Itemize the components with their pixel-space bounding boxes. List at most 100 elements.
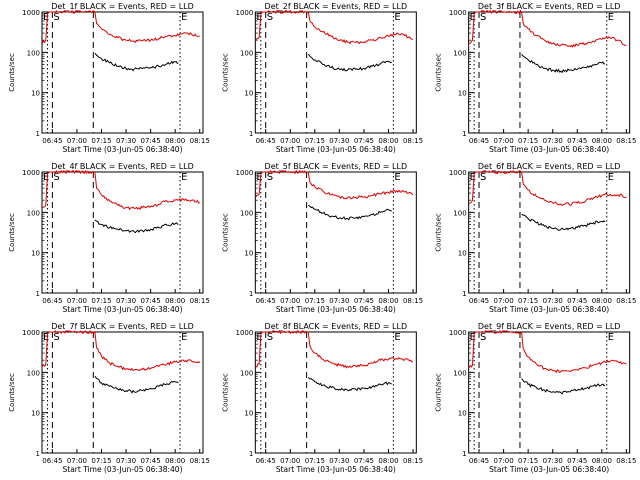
- x-tick-label: 07:30: [116, 297, 136, 305]
- y-tick-label: 10: [31, 250, 40, 258]
- x-axis-label: Start Time (03-Jun-05 06:38:40): [63, 465, 183, 474]
- y-axis-label: Counts/sec: [435, 53, 443, 92]
- event-marker-label: E: [181, 172, 187, 183]
- y-tick-label: 10: [244, 250, 253, 258]
- y-tick-label: 100: [27, 209, 40, 217]
- plot-frame: [254, 331, 417, 454]
- panel-det-4f: Det_4f BLACK = Events, RED = LLD 1 10 100 10…: [8, 162, 210, 314]
- series-events-line: [94, 52, 179, 72]
- event-marker-label: E: [394, 332, 400, 343]
- x-tick-label: 08:00: [165, 137, 185, 145]
- series-events-line: [307, 204, 392, 221]
- event-marker-label: E: [608, 332, 614, 343]
- panel-det-2f: Det_2f BLACK = Events, RED = LLD 1 10 100 10…: [221, 2, 423, 154]
- event-marker-label: S: [267, 172, 273, 183]
- x-tick-label: 08:00: [165, 457, 185, 465]
- event-marker-label: E: [394, 172, 400, 183]
- x-tick-label: 06:45: [42, 457, 62, 465]
- y-tick-label: 1: [462, 290, 466, 298]
- series-events-line: [94, 375, 179, 394]
- event-marker-label: E: [181, 12, 187, 23]
- x-tick-label: 07:15: [518, 457, 538, 465]
- series-events-line: [521, 213, 606, 231]
- series-events-line: [307, 377, 392, 392]
- x-tick-label: 06:45: [256, 297, 276, 305]
- x-tick-label: 07:15: [91, 297, 111, 305]
- event-marker-label: S: [267, 12, 273, 23]
- x-tick-label: 08:00: [378, 457, 398, 465]
- panel-det-5f: Det_5f BLACK = Events, RED = LLD 1 10 100 10…: [221, 162, 423, 314]
- x-tick-label: 08:15: [616, 137, 636, 145]
- series-lld-line: [255, 169, 414, 200]
- y-tick-label: 1000: [236, 329, 254, 337]
- y-tick-label: 10: [244, 90, 253, 98]
- x-tick-label: 07:30: [543, 457, 563, 465]
- y-tick-label: 1000: [236, 9, 254, 17]
- event-marker-label: E: [470, 332, 476, 343]
- event-marker-label: E: [470, 172, 476, 183]
- x-tick-label: 08:15: [403, 137, 423, 145]
- x-tick-label: 07:45: [354, 457, 374, 465]
- y-tick-label: 100: [27, 49, 40, 57]
- x-tick-label: 07:45: [141, 137, 161, 145]
- panel-det-9f: Det_9f BLACK = Events, RED = LLD 1 10 100 10…: [435, 322, 637, 474]
- event-marker-label: E: [43, 12, 49, 23]
- event-marker-label: S: [480, 172, 486, 183]
- x-axis-label: Start Time (03-Jun-05 06:38:40): [489, 145, 609, 154]
- x-tick-label: 07:00: [280, 137, 300, 145]
- event-marker-label: S: [53, 12, 59, 23]
- panel-det-8f: Det_8f BLACK = Events, RED = LLD 1 10 100 10…: [221, 322, 423, 474]
- x-tick-label: 08:00: [592, 137, 612, 145]
- x-axis-label: Start Time (03-Jun-05 06:38:40): [63, 305, 183, 314]
- y-tick-label: 1: [249, 290, 253, 298]
- event-marker-label: S: [53, 172, 59, 183]
- x-tick-label: 08:00: [378, 297, 398, 305]
- y-axis-label: Counts/sec: [221, 213, 229, 252]
- x-tick-label: 07:00: [280, 297, 300, 305]
- x-tick-label: 08:15: [190, 297, 210, 305]
- y-tick-label: 1000: [22, 9, 40, 17]
- series-lld-line: [468, 329, 627, 374]
- panel-det-3f: Det_3f BLACK = Events, RED = LLD 1 10 100 10…: [435, 2, 637, 154]
- y-tick-label: 1000: [22, 329, 40, 337]
- x-tick-label: 07:45: [567, 457, 587, 465]
- y-tick-label: 1: [462, 450, 466, 458]
- y-tick-label: 1000: [449, 9, 467, 17]
- event-marker-label: E: [394, 12, 400, 23]
- event-marker-label: E: [256, 332, 262, 343]
- x-tick-label: 08:00: [592, 457, 612, 465]
- x-tick-label: 07:30: [329, 457, 349, 465]
- chart-title: Det_4f BLACK = Events, RED = LLD: [51, 162, 194, 171]
- series-lld-line: [255, 329, 414, 369]
- event-marker-label: E: [470, 12, 476, 23]
- event-marker-label: E: [43, 332, 49, 343]
- y-tick-label: 10: [458, 90, 467, 98]
- event-marker-label: E: [608, 172, 614, 183]
- x-tick-label: 06:45: [42, 137, 62, 145]
- x-tick-label: 07:00: [67, 297, 87, 305]
- x-axis-label: Start Time (03-Jun-05 06:38:40): [276, 305, 396, 314]
- event-marker-label: E: [181, 332, 187, 343]
- x-tick-label: 06:45: [256, 457, 276, 465]
- x-tick-label: 07:30: [543, 297, 563, 305]
- series-lld-line: [255, 10, 414, 45]
- event-marker-label: S: [480, 332, 486, 343]
- series-lld-line: [42, 329, 201, 372]
- x-tick-label: 07:00: [493, 297, 513, 305]
- x-tick-label: 07:45: [141, 457, 161, 465]
- x-tick-label: 06:45: [256, 137, 276, 145]
- x-tick-label: 07:15: [518, 137, 538, 145]
- y-axis-label: Counts/sec: [435, 373, 443, 412]
- series-events-line: [307, 53, 393, 72]
- x-tick-label: 07:00: [67, 457, 87, 465]
- series-events-line: [94, 219, 179, 234]
- plot-frame: [254, 171, 417, 294]
- x-tick-label: 07:00: [493, 457, 513, 465]
- x-tick-label: 07:30: [329, 297, 349, 305]
- x-tick-label: 08:15: [616, 457, 636, 465]
- y-axis-label: Counts/sec: [8, 373, 16, 412]
- x-axis-label: Start Time (03-Jun-05 06:38:40): [276, 465, 396, 474]
- y-axis-label: Counts/sec: [221, 373, 229, 412]
- x-tick-label: 06:45: [469, 137, 489, 145]
- x-tick-label: 07:30: [116, 137, 136, 145]
